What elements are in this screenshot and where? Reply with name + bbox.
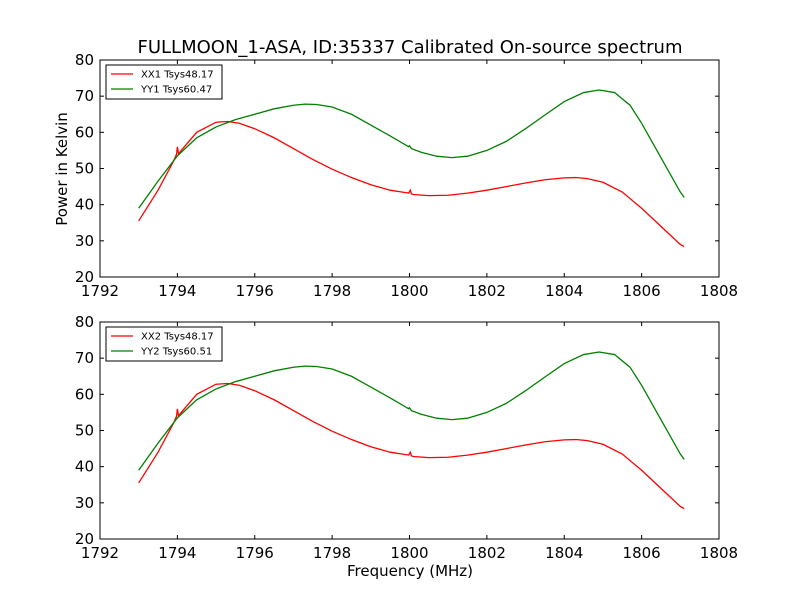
x-tick-label: 1792 <box>81 282 119 300</box>
top-spectrum-panel: 1792 1794 1796 1798 1800 1802 1804 1806 1808 20 30… <box>75 51 738 300</box>
legend-entry-label: XX1 Tsys48.17 <box>141 70 214 81</box>
x-tick-label: 1792 <box>81 544 119 562</box>
x-tick-label: 1796 <box>236 282 274 300</box>
series-line-xx2 <box>138 382 685 510</box>
series-line-yy2 <box>138 351 685 471</box>
x-tick-label: 1800 <box>390 544 428 562</box>
y-tick-label: 20 <box>75 268 94 286</box>
top-y-axis-label: Power in Kelvin <box>53 112 71 226</box>
series-line-xx1 <box>138 120 685 248</box>
y-tick-label: 50 <box>75 422 94 440</box>
x-tick-label: 1796 <box>236 544 274 562</box>
legend-box <box>105 326 223 362</box>
x-tick-label: 1802 <box>468 282 506 300</box>
x-tick-label: 1808 <box>700 544 738 562</box>
x-tick-label: 1806 <box>623 544 661 562</box>
legend-box <box>105 64 223 100</box>
y-tick-label: 80 <box>75 51 94 69</box>
x-tick-label: 1808 <box>700 282 738 300</box>
y-tick-label: 60 <box>75 385 94 403</box>
legend-entry-label: XX2 Tsys48.17 <box>141 332 214 343</box>
x-tick-label: 1800 <box>390 282 428 300</box>
y-tick-label: 40 <box>75 458 94 476</box>
y-tick-label: 50 <box>75 160 94 178</box>
y-tick-label: 60 <box>75 123 94 141</box>
x-axis-label: Frequency (MHz) <box>347 562 473 580</box>
x-tick-label: 1798 <box>313 282 351 300</box>
bottom-spectrum-panel: 1792 1794 1796 1798 1800 1802 1804 1806 1808 20 30… <box>75 313 738 562</box>
y-tick-label: 70 <box>75 87 94 105</box>
x-tick-label: 1804 <box>545 282 583 300</box>
y-tick-label: 30 <box>75 494 94 512</box>
y-tick-label: 20 <box>75 530 94 548</box>
y-tick-label: 80 <box>75 313 94 331</box>
y-tick-label: 70 <box>75 349 94 367</box>
y-tick-label: 40 <box>75 196 94 214</box>
x-tick-label: 1798 <box>313 544 351 562</box>
x-tick-label: 1794 <box>158 544 196 562</box>
legend-entry-label: YY2 Tsys60.51 <box>140 347 212 358</box>
x-tick-label: 1794 <box>158 282 196 300</box>
x-tick-label: 1804 <box>545 544 583 562</box>
x-tick-label: 1806 <box>623 282 661 300</box>
legend-entry-label: YY1 Tsys60.47 <box>140 85 212 96</box>
x-tick-label: 1802 <box>468 544 506 562</box>
figure-title: FULLMOON_1-ASA, ID:35337 Calibrated On-s… <box>138 37 683 58</box>
series-line-yy1 <box>138 89 685 209</box>
y-tick-label: 30 <box>75 232 94 250</box>
